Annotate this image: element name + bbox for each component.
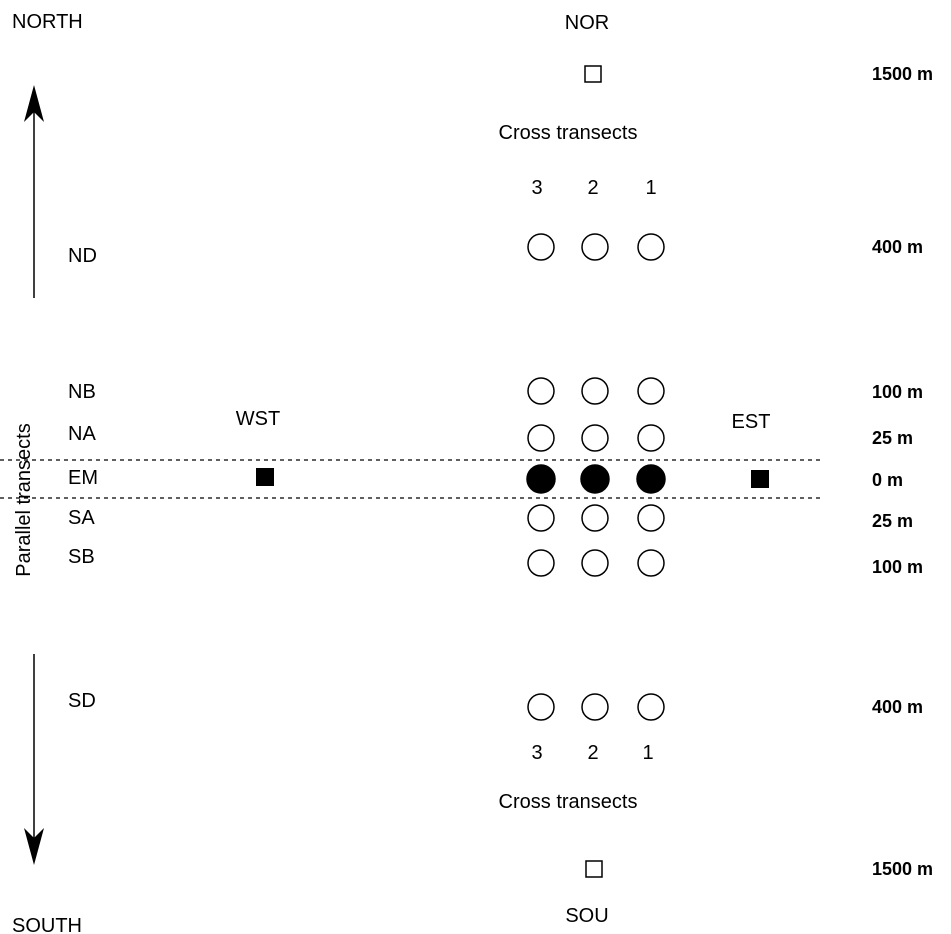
station-wst-label: WST — [236, 408, 280, 430]
cross-transects-title-top: Cross transects — [499, 122, 638, 144]
row-label-nd: ND — [68, 245, 97, 267]
station-est-marker — [751, 470, 769, 488]
station-sa-transect-3 — [528, 505, 554, 531]
station-sb-transect-3 — [528, 550, 554, 576]
cross-transects-title-bottom: Cross transects — [499, 791, 638, 813]
station-nd-transect-1 — [638, 234, 664, 260]
distance-top-1500: 1500 m — [872, 64, 933, 84]
distance-nb: 100 m — [872, 382, 923, 402]
north-label: NORTH — [12, 11, 83, 33]
station-em-transect-1 — [637, 465, 665, 493]
station-sd-transect-2 — [582, 694, 608, 720]
transect-rows: ND 400 m NB 100 m NA 25 m EM 0 m SA 25 m SB 100 m SD… — [68, 234, 923, 720]
station-na-transect-3 — [528, 425, 554, 451]
distance-bottom-1500: 1500 m — [872, 859, 933, 879]
row-label-em: EM — [68, 467, 98, 489]
distance-sa: 25 m — [872, 511, 913, 531]
cross-number-top-1: 1 — [645, 177, 656, 199]
station-est-label: EST — [732, 411, 771, 433]
station-sb-transect-1 — [638, 550, 664, 576]
station-nor-label: NOR — [565, 12, 609, 34]
station-nb-transect-3 — [528, 378, 554, 404]
cross-number-top-3: 3 — [531, 177, 542, 199]
station-na-transect-2 — [582, 425, 608, 451]
station-sb-transect-2 — [582, 550, 608, 576]
station-sa-transect-1 — [638, 505, 664, 531]
station-em-transect-2 — [581, 465, 609, 493]
station-nd-transect-3 — [528, 234, 554, 260]
cross-number-bottom-1: 1 — [642, 742, 653, 764]
station-nd-transect-2 — [582, 234, 608, 260]
distance-nd: 400 m — [872, 237, 923, 257]
parallel-transects-label: Parallel transects — [13, 423, 35, 576]
station-na-transect-1 — [638, 425, 664, 451]
row-label-nb: NB — [68, 381, 96, 403]
row-label-sb: SB — [68, 546, 95, 568]
station-sd-transect-1 — [638, 694, 664, 720]
station-wst-marker — [256, 468, 274, 486]
distance-sb: 100 m — [872, 557, 923, 577]
cross-number-bottom-3: 3 — [531, 742, 542, 764]
cross-number-bottom-2: 2 — [587, 742, 598, 764]
row-label-sd: SD — [68, 690, 96, 712]
station-nb-transect-2 — [582, 378, 608, 404]
station-sou-label: SOU — [565, 905, 608, 927]
north-arrow — [24, 85, 44, 298]
distance-sd: 400 m — [872, 697, 923, 717]
row-label-na: NA — [68, 423, 96, 445]
station-sa-transect-2 — [582, 505, 608, 531]
station-sou-marker — [586, 861, 602, 877]
south-label: SOUTH — [12, 915, 82, 934]
south-arrow — [24, 654, 44, 865]
row-label-sa: SA — [68, 507, 95, 529]
station-nor-marker — [585, 66, 601, 82]
distance-em: 0 m — [872, 470, 903, 490]
station-nb-transect-1 — [638, 378, 664, 404]
cross-number-top-2: 2 — [587, 177, 598, 199]
distance-na: 25 m — [872, 428, 913, 448]
station-em-transect-3 — [527, 465, 555, 493]
station-sd-transect-3 — [528, 694, 554, 720]
